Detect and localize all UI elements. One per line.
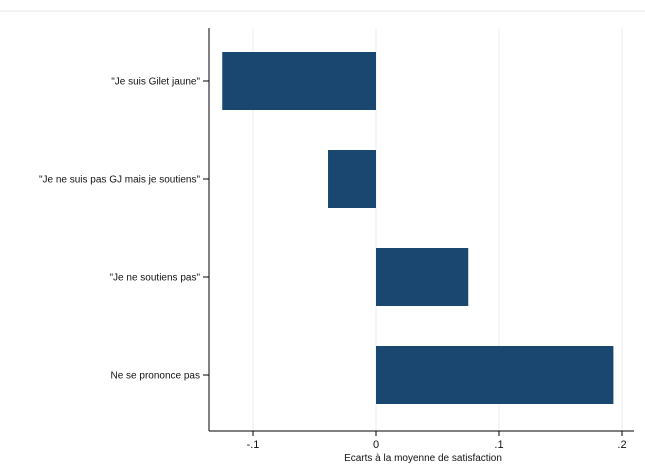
bars	[222, 52, 614, 404]
x-axis-title: Ecarts à la moyenne de satisfaction	[344, 453, 502, 464]
x-tick-label: 0	[373, 439, 379, 451]
bar	[222, 52, 376, 110]
x-tick-label: .1	[494, 439, 503, 451]
category-label: "Je ne soutiens pas"	[110, 273, 201, 284]
x-tick-label: .2	[617, 439, 626, 451]
category-label: "Je suis Gilet jaune"	[111, 77, 200, 88]
category-labels: "Je suis Gilet jaune" "Je ne suis pas GJ …	[39, 77, 209, 382]
x-tick-label: -.1	[247, 439, 260, 451]
category-label: Ne se prononce pas	[110, 371, 200, 382]
bar	[376, 346, 614, 404]
x-ticks: -.1 0 .1 .2	[247, 431, 627, 451]
bar	[376, 248, 469, 306]
category-label: "Je ne suis pas GJ mais je soutiens"	[39, 175, 201, 186]
bar	[328, 150, 376, 208]
